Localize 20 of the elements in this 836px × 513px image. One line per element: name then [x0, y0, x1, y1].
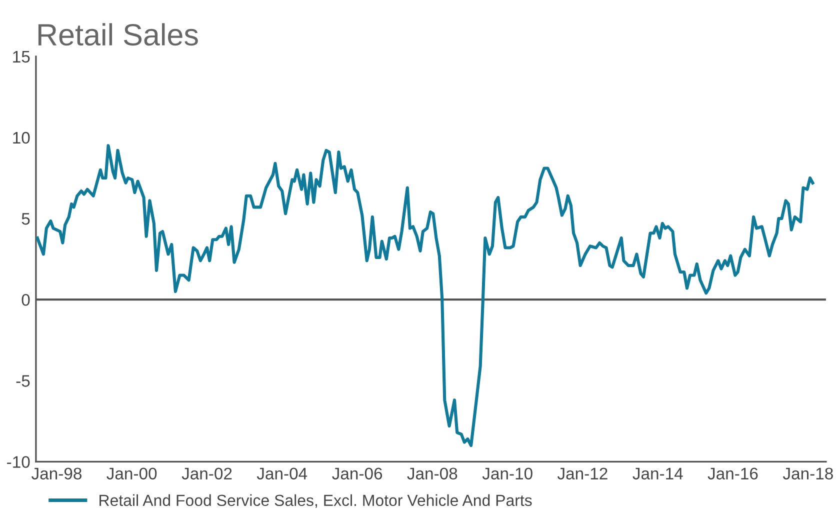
legend-label: Retail And Food Service Sales, Excl. Motor Vehicle And Parts — [100, 494, 532, 508]
y-tick-label: 0 — [22, 294, 30, 306]
y-tick-label: -10 — [7, 456, 30, 468]
x-tick-label: Jan-00 — [106, 468, 157, 480]
x-tick-label: Jan-98 — [32, 468, 82, 480]
y-tick-label: 15 — [13, 51, 30, 63]
x-tick-label: Jan-16 — [708, 468, 758, 480]
x-tick-label: Jan-04 — [256, 468, 308, 480]
x-tick-label: Jan-10 — [482, 468, 532, 480]
y-tick-label: -5 — [16, 375, 30, 387]
x-tick-label: Jan-06 — [332, 468, 382, 480]
y-tick-label: 5 — [22, 213, 30, 225]
y-tick-label: 10 — [13, 132, 30, 144]
line-series — [36, 144, 814, 448]
x-tick-label: Jan-18 — [782, 468, 833, 480]
x-tick-label: Jan-12 — [557, 468, 608, 480]
chart-title: Retail Sales — [38, 23, 198, 46]
x-tick-label: Jan-14 — [632, 468, 683, 480]
x-tick-label: Jan-02 — [182, 468, 232, 480]
x-tick-label: Jan-08 — [407, 468, 458, 480]
